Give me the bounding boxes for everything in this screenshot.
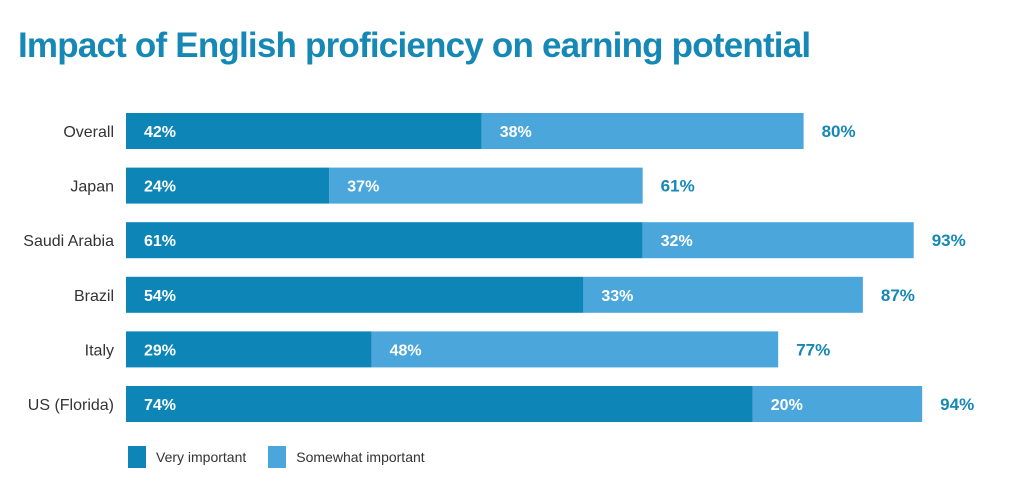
total-label-saudi-arabia: 93% bbox=[932, 231, 966, 250]
legend-swatch-very-important bbox=[128, 446, 146, 468]
bar-somewhat-important-overall bbox=[481, 113, 804, 149]
data-label-very-important-japan: 24% bbox=[144, 179, 176, 196]
data-label-very-important-italy: 29% bbox=[144, 342, 176, 359]
data-label-very-important-us-florida: 74% bbox=[144, 397, 176, 414]
total-label-us-florida: 94% bbox=[940, 395, 974, 414]
category-label-saudi-arabia: Saudi Arabia bbox=[23, 233, 114, 250]
bar-somewhat-important-us-florida bbox=[752, 386, 923, 422]
total-label-overall: 80% bbox=[822, 122, 856, 141]
legend-label-very-important: Very important bbox=[156, 449, 247, 465]
bar-somewhat-important-italy bbox=[371, 331, 779, 368]
bar-somewhat-important-brazil bbox=[583, 276, 863, 313]
total-label-brazil: 87% bbox=[881, 286, 915, 305]
data-label-very-important-saudi-arabia: 61% bbox=[144, 233, 176, 250]
data-label-very-important-overall: 42% bbox=[144, 124, 176, 141]
category-label-us-florida: US (Florida) bbox=[28, 397, 114, 414]
category-label-overall: Overall bbox=[63, 124, 114, 141]
category-label-japan: Japan bbox=[70, 179, 114, 196]
bar-somewhat-important-saudi-arabia bbox=[642, 222, 914, 259]
category-label-italy: Italy bbox=[85, 342, 114, 359]
chart-title: Impact of English proficiency on earning… bbox=[18, 26, 811, 65]
data-label-somewhat-important-saudi-arabia: 32% bbox=[661, 233, 693, 250]
legend-swatch-somewhat-important bbox=[268, 446, 287, 468]
bar-very-important-us-florida bbox=[126, 386, 753, 422]
data-label-somewhat-important-overall: 38% bbox=[500, 124, 532, 141]
data-label-somewhat-important-brazil: 33% bbox=[601, 288, 633, 305]
data-label-very-important-brazil: 54% bbox=[144, 288, 176, 305]
bar-somewhat-important-japan bbox=[329, 167, 643, 204]
bar-very-important-brazil bbox=[126, 276, 584, 313]
legend-item-very-important: Very important bbox=[128, 446, 246, 468]
data-label-somewhat-important-us-florida: 20% bbox=[771, 397, 803, 414]
bar-very-important-italy bbox=[126, 331, 372, 368]
total-label-italy: 77% bbox=[796, 340, 830, 359]
data-label-somewhat-important-italy: 48% bbox=[390, 342, 422, 359]
data-label-somewhat-important-japan: 37% bbox=[347, 179, 379, 196]
legend-item-somewhat-important: Somewhat important bbox=[268, 446, 425, 468]
bar-very-important-saudi-arabia bbox=[126, 222, 643, 259]
bar-very-important-overall bbox=[126, 113, 482, 149]
legend-label-somewhat-important: Somewhat important bbox=[296, 449, 425, 465]
legend: Very important Somewhat important bbox=[128, 446, 447, 468]
category-label-brazil: Brazil bbox=[74, 288, 114, 305]
total-label-japan: 61% bbox=[661, 177, 695, 196]
bar-very-important-japan bbox=[126, 167, 330, 204]
